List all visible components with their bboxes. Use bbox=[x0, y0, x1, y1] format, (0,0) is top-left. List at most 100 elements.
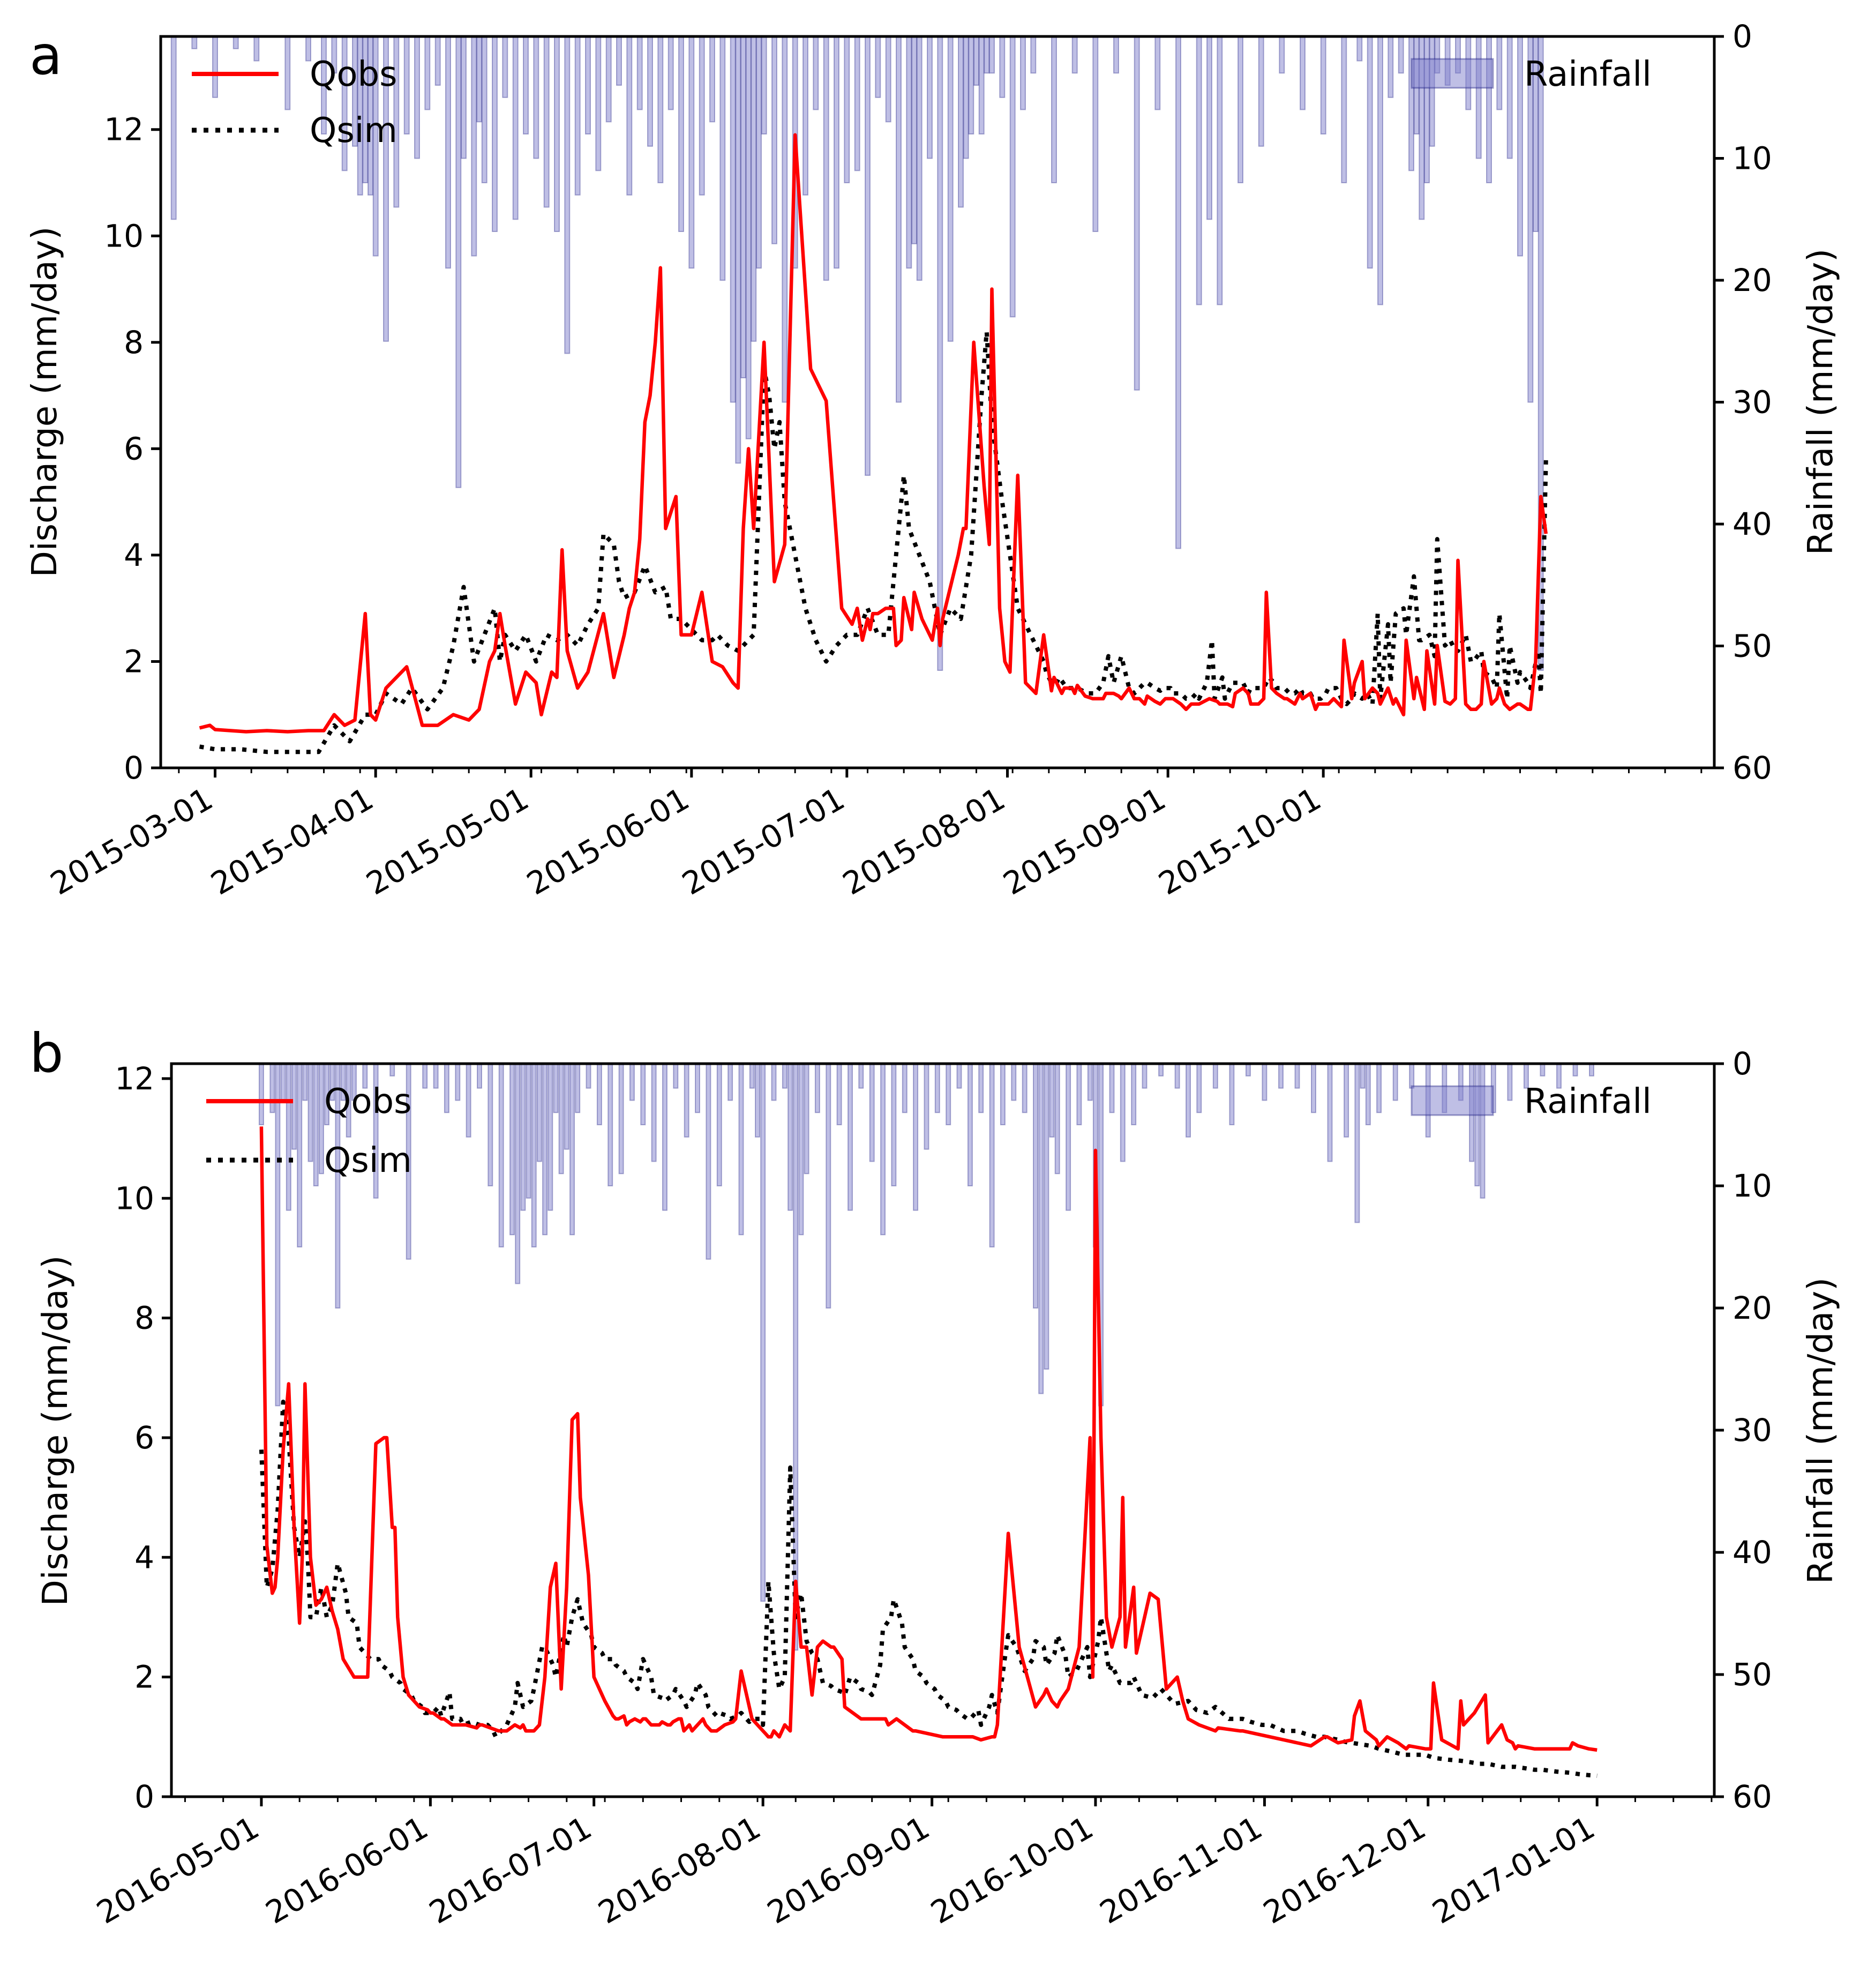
rainfall-bar bbox=[1354, 1063, 1360, 1223]
panel-a-lines bbox=[199, 133, 1548, 754]
rainfall-bar bbox=[802, 36, 808, 196]
y-tick-label: 10 bbox=[104, 218, 144, 254]
y-tick-label: 6 bbox=[124, 430, 144, 467]
rainfall-bar bbox=[798, 1063, 804, 1236]
rainfall-bar bbox=[1475, 36, 1482, 159]
rainfall-bar bbox=[1356, 36, 1363, 62]
rainfall-bar bbox=[968, 36, 974, 134]
rainfall-bar bbox=[836, 1063, 842, 1125]
y2-tick-label: 60 bbox=[1732, 750, 1772, 786]
panel-a-y2-axis-label: Rainfall (mm/day) bbox=[1801, 249, 1841, 555]
rainfall-bar bbox=[1131, 1063, 1137, 1125]
rainfall-bar bbox=[1572, 1063, 1578, 1077]
rainfall-bar bbox=[1051, 36, 1057, 183]
rainfall-bar bbox=[1300, 36, 1306, 110]
qsim-line bbox=[199, 330, 1548, 754]
rainfall-bar bbox=[1344, 1063, 1349, 1138]
rainfall-bar bbox=[956, 1063, 962, 1089]
rainfall-bar bbox=[1022, 1063, 1028, 1113]
rainfall-bar bbox=[618, 1063, 624, 1175]
rainfall-bar bbox=[1049, 1063, 1055, 1138]
rainfall-bar bbox=[869, 1063, 875, 1162]
rainfall-bar bbox=[515, 1063, 521, 1284]
rainfall-bar bbox=[318, 1063, 324, 1175]
y2-tick-label: 30 bbox=[1732, 384, 1772, 421]
y2-tick-label: 50 bbox=[1732, 628, 1772, 664]
y-tick-label: 8 bbox=[124, 324, 144, 361]
rainfall-bar bbox=[569, 1063, 575, 1236]
rainfall-bar bbox=[636, 36, 643, 110]
rainfall-bar bbox=[937, 36, 943, 671]
rainfall-bar bbox=[553, 1063, 559, 1113]
rainfall-bar bbox=[1365, 1063, 1371, 1125]
rainfall-bar bbox=[1474, 1063, 1480, 1186]
rainfall-bar bbox=[488, 1063, 493, 1186]
rainfall-bar bbox=[973, 36, 979, 86]
rainfall-bar bbox=[574, 36, 581, 196]
y-tick-label: 4 bbox=[124, 537, 144, 573]
rainfall-bar bbox=[313, 1063, 319, 1186]
rainfall-bar bbox=[1134, 36, 1140, 391]
rainfall-bar bbox=[1429, 36, 1435, 147]
rainfall-bar bbox=[875, 36, 881, 98]
rainfall-bar bbox=[947, 36, 954, 342]
rainfall-bar bbox=[445, 36, 451, 269]
rainfall-bar bbox=[308, 1063, 313, 1162]
rainfall-bar bbox=[1496, 36, 1503, 110]
panel-b-letter: b bbox=[29, 1022, 63, 1085]
panel-b-y-axis-label: Discharge (mm/day) bbox=[36, 1255, 76, 1606]
rainfall-bar bbox=[958, 36, 964, 208]
rainfall-bar bbox=[760, 1063, 766, 1602]
rainfall-bar bbox=[740, 36, 746, 378]
rainfall-bar bbox=[1278, 1063, 1284, 1089]
rainfall-bar bbox=[476, 36, 482, 123]
rainfall-bar bbox=[533, 36, 539, 159]
rainfall-bar bbox=[1120, 1063, 1126, 1162]
rainfall-bar bbox=[520, 1063, 526, 1211]
rainfall-bar bbox=[761, 36, 767, 134]
rainfall-bar bbox=[403, 36, 410, 134]
rainfall-bar bbox=[730, 36, 736, 403]
rainfall-bar bbox=[608, 1063, 613, 1186]
rainfall-bar bbox=[913, 1063, 919, 1211]
rainfall-bar bbox=[548, 1063, 553, 1211]
rainfall-bar bbox=[749, 1063, 755, 1089]
rainfall-bar bbox=[1000, 1063, 1006, 1125]
rainfall-bar bbox=[858, 1063, 864, 1089]
rainfall-bar bbox=[1341, 36, 1347, 183]
rainfall-bar bbox=[434, 36, 441, 86]
y-tick-label: 12 bbox=[115, 1060, 154, 1097]
rainfall-bar bbox=[297, 1063, 303, 1247]
rainfall-bar bbox=[512, 36, 519, 220]
rainfall-bar bbox=[1212, 1063, 1218, 1089]
rainfall-bar bbox=[1229, 1063, 1235, 1125]
y-tick-label: 2 bbox=[124, 643, 144, 679]
rainfall-bar bbox=[191, 36, 198, 49]
y2-tick-label: 10 bbox=[1732, 140, 1772, 177]
rainfall-bar bbox=[433, 1063, 439, 1089]
rainfall-bar bbox=[286, 1063, 291, 1211]
rainfall-bar bbox=[865, 36, 871, 476]
rainfall-bar bbox=[477, 1063, 482, 1089]
rainfall-bar bbox=[1517, 36, 1523, 257]
rainfall-bar bbox=[640, 1063, 646, 1125]
rainfall-bar bbox=[1245, 1063, 1251, 1077]
rainfall-bar bbox=[745, 36, 752, 439]
rainfall-bar bbox=[978, 1063, 984, 1113]
y2-tick-label: 50 bbox=[1732, 1656, 1772, 1693]
rainfall-bar bbox=[1311, 1063, 1316, 1113]
rainfall-bar bbox=[585, 36, 591, 134]
y2-tick-label: 20 bbox=[1732, 262, 1772, 298]
rainfall-bar bbox=[880, 1063, 886, 1236]
rainfall-bar bbox=[1540, 1063, 1546, 1077]
panel-b-left-ticks: 0 2 4 6 8 10 12 bbox=[115, 1060, 171, 1815]
rainfall-bar bbox=[1020, 36, 1026, 110]
legend-qsim-label: Qsim bbox=[310, 111, 398, 151]
rainfall-bar bbox=[738, 1063, 744, 1236]
rainfall-bar bbox=[554, 36, 560, 232]
rainfall-bar bbox=[916, 36, 922, 281]
rainfall-bar bbox=[1030, 36, 1037, 74]
rainfall-bar bbox=[1033, 1063, 1038, 1309]
rainfall-bar bbox=[735, 36, 741, 464]
